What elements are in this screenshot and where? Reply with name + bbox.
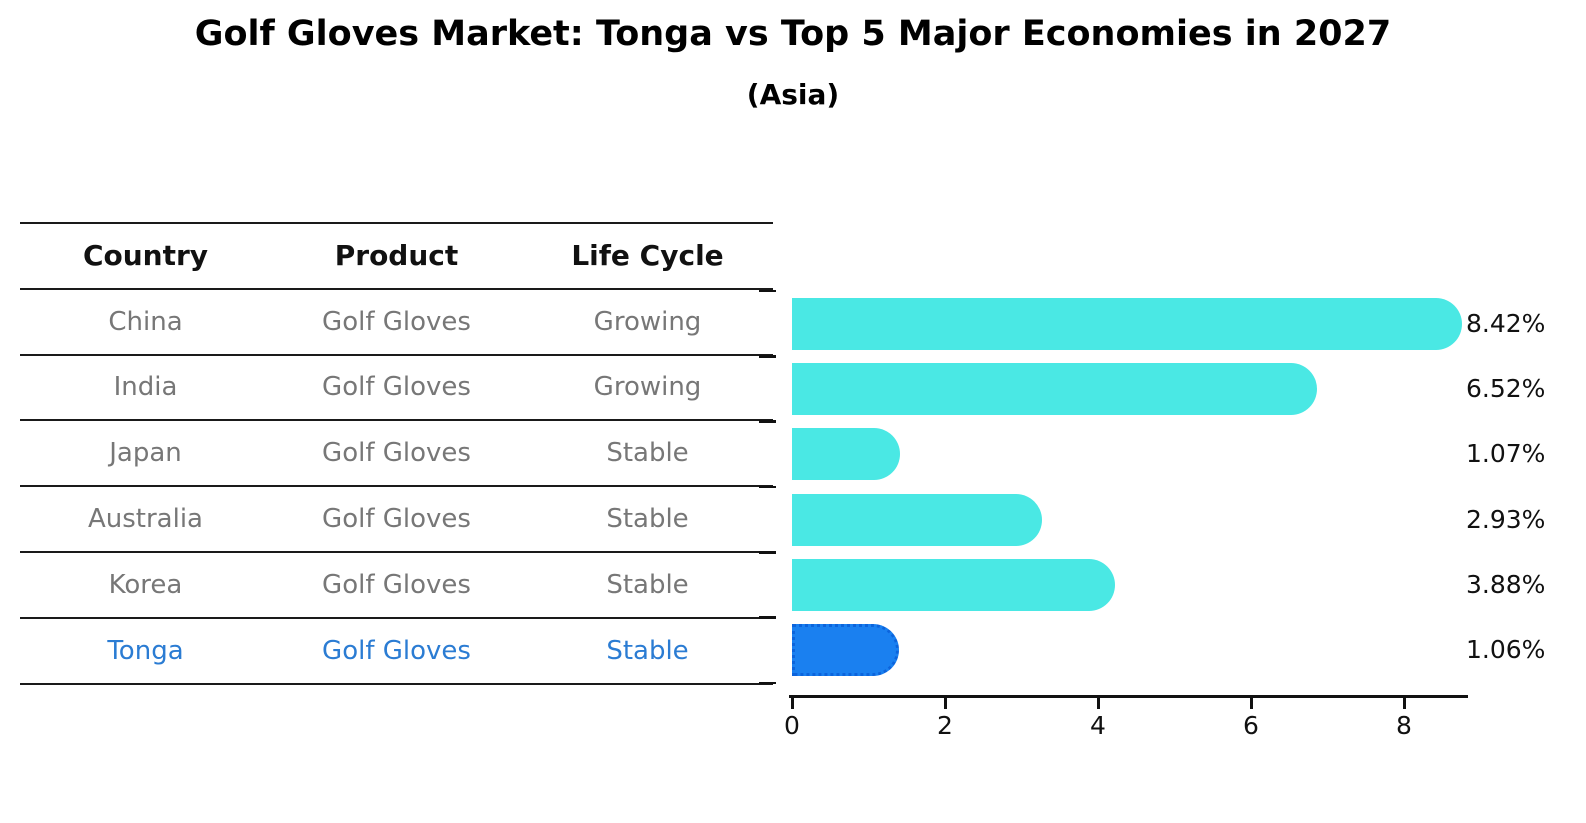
cell-country: India <box>113 372 178 403</box>
table-row-korea: Korea Golf Gloves Stable <box>20 550 773 617</box>
x-axis-tick-label: 6 <box>1243 711 1259 740</box>
cell-country: Australia <box>87 504 203 535</box>
col-header-country: Country <box>82 239 209 273</box>
cell-product: Golf Gloves <box>322 569 471 600</box>
table-row-tonga: Tonga Golf Gloves Stable <box>20 616 773 685</box>
y-axis-tick <box>759 551 776 554</box>
bar-value-label: 2.93% <box>1466 504 1546 534</box>
table-row-australia: Australia Golf Gloves Stable <box>20 485 773 551</box>
x-axis-tick-label: 2 <box>937 711 953 740</box>
bar-india <box>792 362 1317 415</box>
cell-country: China <box>108 306 183 337</box>
country-table: Country Product Life Cycle China Golf Glo… <box>20 222 773 685</box>
cell-life-cycle: Stable <box>606 438 689 469</box>
table-header-row: Country Product Life Cycle <box>20 222 773 288</box>
table-row-china: China Golf Gloves Growing <box>20 287 773 354</box>
col-header-lifecycle: Life Cycle <box>571 239 724 273</box>
cell-country: Korea <box>108 569 183 600</box>
x-axis-tick <box>943 698 947 709</box>
cell-life-cycle: Growing <box>593 372 702 403</box>
bar-value-label: 8.42% <box>1466 308 1546 338</box>
y-axis-tick <box>759 355 776 358</box>
cell-life-cycle: Stable <box>606 569 689 600</box>
table-row-japan: Japan Golf Gloves Stable <box>20 419 773 485</box>
y-axis-tick <box>759 420 776 423</box>
bar-korea <box>792 558 1115 611</box>
cell-country: Japan <box>109 438 182 469</box>
bar-value-label: 1.07% <box>1466 439 1546 469</box>
bar-china <box>792 297 1462 350</box>
cell-product: Golf Gloves <box>322 635 471 666</box>
cell-product: Golf Gloves <box>322 306 471 337</box>
y-axis-tick <box>759 616 776 619</box>
page-subtitle: (Asia) <box>746 78 840 111</box>
x-axis-tick-label: 4 <box>1090 711 1106 740</box>
cell-life-cycle: Stable <box>606 504 689 535</box>
x-axis-line <box>789 695 1468 698</box>
bar-australia <box>792 493 1042 546</box>
cell-country: Tonga <box>107 635 184 666</box>
x-axis-tick <box>1249 698 1253 709</box>
y-axis-tick <box>759 289 776 293</box>
page-title: Golf Gloves Market: Tonga vs Top 5 Major… <box>194 14 1392 54</box>
cell-life-cycle: Stable <box>606 635 689 666</box>
col-header-product: Product <box>334 239 459 273</box>
y-axis-tick <box>759 681 776 685</box>
bar-japan <box>792 428 900 481</box>
cell-life-cycle: Growing <box>593 306 702 337</box>
x-axis-tick-label: 8 <box>1396 711 1412 740</box>
y-axis-tick <box>759 485 776 489</box>
bar-value-label: 3.88% <box>1466 569 1546 599</box>
x-axis-tick <box>1096 698 1100 709</box>
x-axis-tick <box>1402 698 1406 709</box>
cell-product: Golf Gloves <box>322 372 471 403</box>
table-row-india: India Golf Gloves Growing <box>20 353 773 420</box>
bar-value-label: 1.06% <box>1466 635 1546 665</box>
cell-product: Golf Gloves <box>322 504 471 535</box>
cell-product: Golf Gloves <box>322 438 471 469</box>
x-axis-tick-label: 0 <box>784 711 800 740</box>
bar-tonga <box>792 624 899 677</box>
x-axis-tick <box>790 698 794 709</box>
bar-value-label: 6.52% <box>1466 373 1546 403</box>
